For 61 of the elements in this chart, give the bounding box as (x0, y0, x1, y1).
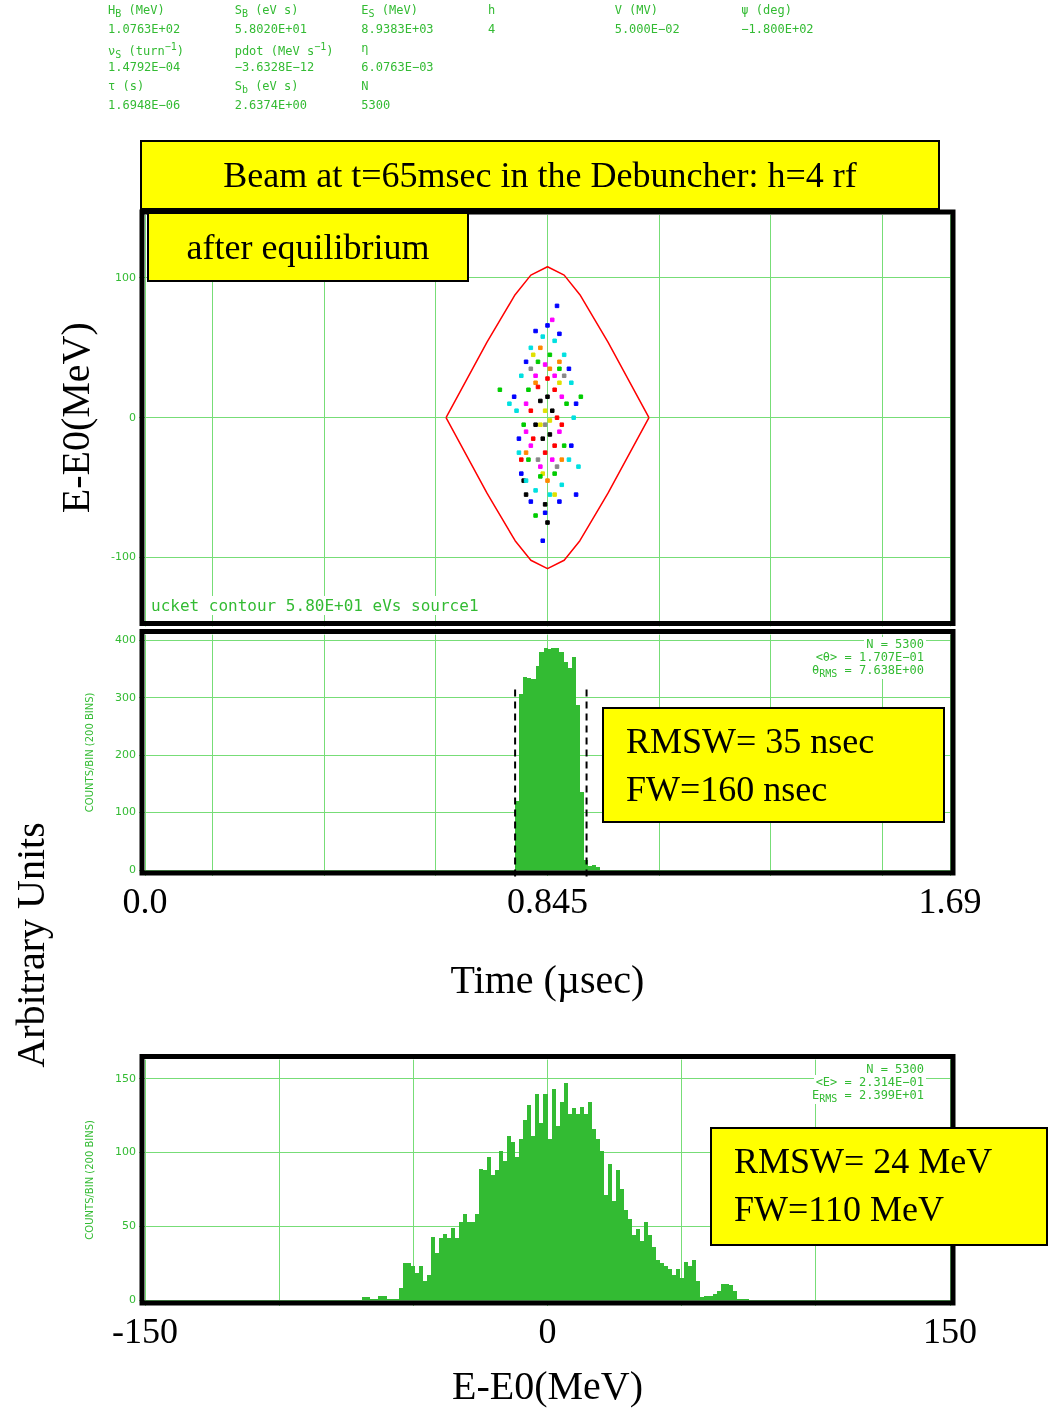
text: −3.6328E−12 (234, 60, 316, 76)
x-axis-title: E-E0(MeV) (451, 1362, 644, 1408)
x-tick-label: 0.845 (507, 881, 588, 922)
annotation: FW=160 nsec (626, 768, 829, 811)
text: 4 (487, 22, 497, 38)
text: 2.6374E+00 (234, 98, 308, 114)
y-tick-label: 100 (115, 805, 136, 819)
text: Arbitrary Units (6, 822, 54, 1068)
text: pdot (MeV s$^{−1}$) (234, 41, 335, 60)
y-axis-title: COUNTS/BIN (200 BINS) (83, 692, 95, 813)
text: ν$_{S}$ (turn$^{−1}$) (108, 41, 185, 61)
chart-title: Beam at t=65msec in the Debuncher: h=4 rf (140, 140, 940, 210)
y-tick-label: 150 (115, 1071, 136, 1085)
text: 5300 (361, 98, 392, 114)
text: η (361, 41, 370, 57)
annotation: <E> = 2.314E−01 (813, 1074, 926, 1089)
y-axis-title: COUNTS/BIN (200 BINS) (83, 1119, 95, 1240)
y-tick-label: 100 (115, 270, 136, 284)
text: 1.6948E−06 (108, 98, 182, 114)
y-axis-title: E-E0(MeV) (52, 322, 98, 514)
text: 5.000E−02 (614, 22, 681, 38)
text: N (361, 79, 370, 95)
x-axis-title: Time (µsec) (450, 956, 645, 1002)
x-tick-label: 0.0 (122, 881, 168, 922)
y-tick-label: 300 (115, 690, 136, 704)
text: 8.9383E+03 (361, 22, 435, 38)
annotation: RMSW= 24 MeV (734, 1140, 994, 1183)
text: 1.0763E+02 (108, 22, 182, 38)
annotation: FW=110 MeV (734, 1188, 945, 1231)
annotation: <θ> = 1.707E−01 (813, 649, 926, 664)
y-tick-label: 0 (129, 410, 136, 424)
text: τ (s) (108, 79, 146, 95)
y-tick-label: 50 (122, 1219, 136, 1233)
x-tick-label: 150 (923, 1311, 977, 1352)
text: 6.0763E−03 (361, 60, 435, 76)
annotation: N = 5300 (864, 636, 926, 651)
y-tick-label: 100 (115, 1145, 136, 1159)
x-tick-label: 0 (538, 1311, 557, 1352)
text: S$_{b}$ (eV s) (234, 79, 300, 98)
y-tick-label: 0 (129, 1292, 136, 1306)
text: ψ (deg) (741, 3, 793, 19)
annotation: ucket contour 5.80E+01 eVs source1 (149, 596, 481, 616)
text: 1.4792E−04 (108, 60, 182, 76)
annotation: E$_{RMS}$ = 2.399E+01 (810, 1087, 926, 1104)
x-tick-label: -150 (112, 1311, 178, 1352)
text: S$_{B}$ (eV s) (234, 3, 300, 22)
chart-subtitle: after equilibrium (147, 212, 469, 282)
annotation: θ$_{RMS}$ = 7.638E+00 (810, 662, 926, 679)
y-tick-label: 400 (115, 633, 136, 647)
annotation: RMSW= 35 nsec (626, 720, 876, 763)
y-tick-label: 200 (115, 748, 136, 762)
text: H$_{B}$ (MeV) (108, 3, 166, 22)
text: h (487, 3, 497, 19)
y-tick-label: -100 (111, 550, 136, 564)
annotation: N = 5300 (864, 1061, 926, 1076)
y-tick-label: 0 (129, 862, 136, 876)
text: −1.800E+02 (741, 22, 815, 38)
text: V (MV) (614, 3, 659, 19)
text: 5.8020E+01 (234, 22, 308, 38)
x-tick-label: 1.69 (918, 881, 982, 922)
text: E$_{S}$ (MeV) (361, 3, 419, 22)
